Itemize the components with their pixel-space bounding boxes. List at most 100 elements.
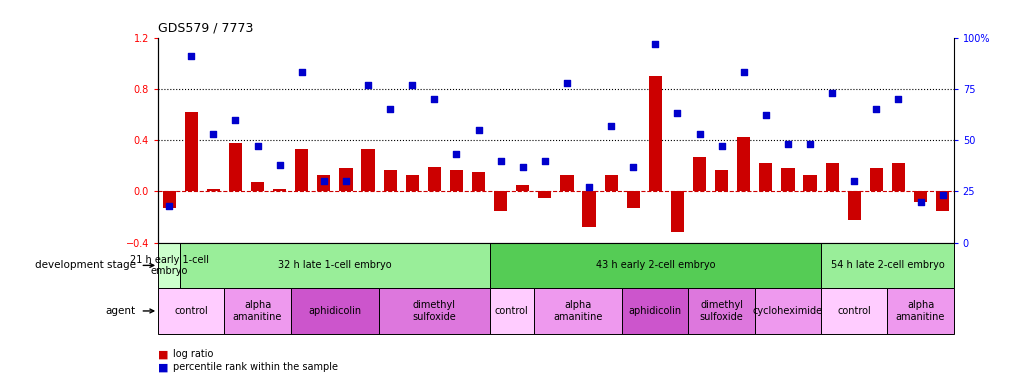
Bar bbox=[887, 288, 953, 334]
Bar bbox=[158, 243, 180, 288]
Text: aphidicolin: aphidicolin bbox=[628, 306, 682, 316]
Bar bbox=[228, 142, 242, 191]
Text: agent: agent bbox=[106, 306, 136, 316]
Bar bbox=[516, 185, 529, 191]
Bar bbox=[626, 191, 639, 208]
Text: control: control bbox=[837, 306, 870, 316]
Bar bbox=[891, 163, 904, 191]
Bar bbox=[820, 243, 953, 288]
Point bbox=[713, 143, 730, 149]
Bar bbox=[714, 170, 728, 191]
Bar bbox=[820, 288, 887, 334]
Bar bbox=[224, 288, 290, 334]
Point bbox=[183, 53, 200, 59]
Point bbox=[161, 202, 177, 208]
Bar bbox=[251, 182, 264, 191]
Point bbox=[316, 178, 332, 184]
Bar bbox=[290, 288, 379, 334]
Text: control: control bbox=[174, 306, 208, 316]
Bar bbox=[533, 288, 622, 334]
Point bbox=[515, 164, 531, 170]
Bar bbox=[489, 288, 533, 334]
Point bbox=[801, 141, 817, 147]
Bar bbox=[688, 288, 754, 334]
Bar bbox=[361, 149, 374, 191]
Bar bbox=[449, 170, 463, 191]
Text: development stage: development stage bbox=[35, 260, 136, 270]
Point bbox=[404, 82, 420, 88]
Point bbox=[757, 112, 773, 118]
Bar bbox=[207, 189, 220, 191]
Bar bbox=[162, 191, 175, 208]
Text: 32 h late 1-cell embryo: 32 h late 1-cell embryo bbox=[278, 260, 391, 270]
Point bbox=[912, 199, 928, 205]
Bar bbox=[648, 76, 661, 191]
Point bbox=[337, 178, 354, 184]
Bar bbox=[847, 191, 860, 219]
Text: alpha
amanitine: alpha amanitine bbox=[232, 300, 282, 322]
Text: ■: ■ bbox=[158, 350, 168, 359]
Bar bbox=[671, 191, 684, 232]
Bar bbox=[559, 175, 573, 191]
Text: 43 h early 2-cell embryo: 43 h early 2-cell embryo bbox=[595, 260, 714, 270]
Bar bbox=[781, 168, 794, 191]
Bar bbox=[803, 175, 816, 191]
Bar bbox=[824, 163, 838, 191]
Point bbox=[890, 96, 906, 102]
Point bbox=[602, 123, 619, 129]
Text: control: control bbox=[494, 306, 528, 316]
Bar bbox=[692, 157, 705, 191]
Point bbox=[293, 69, 310, 75]
Point bbox=[360, 82, 376, 88]
Text: aphidicolin: aphidicolin bbox=[308, 306, 361, 316]
Text: ■: ■ bbox=[158, 363, 168, 372]
Point bbox=[426, 96, 442, 102]
Bar bbox=[472, 172, 485, 191]
Point bbox=[668, 110, 685, 116]
Point bbox=[735, 69, 751, 75]
Bar bbox=[622, 288, 688, 334]
Point bbox=[625, 164, 641, 170]
Bar bbox=[427, 167, 440, 191]
Bar bbox=[158, 288, 224, 334]
Text: dimethyl
sulfoxide: dimethyl sulfoxide bbox=[412, 300, 455, 322]
Bar bbox=[737, 138, 750, 191]
Text: GDS579 / 7773: GDS579 / 7773 bbox=[158, 22, 254, 35]
Text: alpha
amanitine: alpha amanitine bbox=[552, 300, 602, 322]
Point bbox=[846, 178, 862, 184]
Point bbox=[448, 152, 465, 157]
Point bbox=[271, 162, 287, 168]
Bar bbox=[379, 288, 489, 334]
Bar bbox=[339, 168, 353, 191]
Point bbox=[558, 80, 575, 86]
Point bbox=[691, 131, 707, 137]
Bar bbox=[758, 163, 771, 191]
Text: alpha
amanitine: alpha amanitine bbox=[895, 300, 945, 322]
Bar bbox=[294, 149, 308, 191]
Point bbox=[581, 184, 597, 190]
Point bbox=[867, 106, 883, 112]
Bar bbox=[317, 175, 330, 191]
Bar bbox=[180, 243, 489, 288]
Bar bbox=[935, 191, 949, 210]
Point bbox=[250, 143, 266, 149]
Text: percentile rank within the sample: percentile rank within the sample bbox=[173, 363, 338, 372]
Bar bbox=[604, 175, 618, 191]
Point bbox=[647, 40, 663, 46]
Bar bbox=[489, 243, 820, 288]
Bar bbox=[273, 189, 286, 191]
Point bbox=[780, 141, 796, 147]
Bar bbox=[383, 170, 396, 191]
Point bbox=[227, 117, 244, 123]
Bar bbox=[869, 168, 882, 191]
Point bbox=[536, 158, 552, 164]
Bar bbox=[754, 288, 820, 334]
Text: 21 h early 1-cell
embryo: 21 h early 1-cell embryo bbox=[129, 255, 209, 276]
Point bbox=[492, 158, 508, 164]
Bar bbox=[406, 175, 419, 191]
Point bbox=[933, 192, 950, 198]
Bar bbox=[493, 191, 506, 210]
Bar bbox=[913, 191, 926, 202]
Point bbox=[470, 127, 486, 133]
Text: cycloheximide: cycloheximide bbox=[752, 306, 822, 316]
